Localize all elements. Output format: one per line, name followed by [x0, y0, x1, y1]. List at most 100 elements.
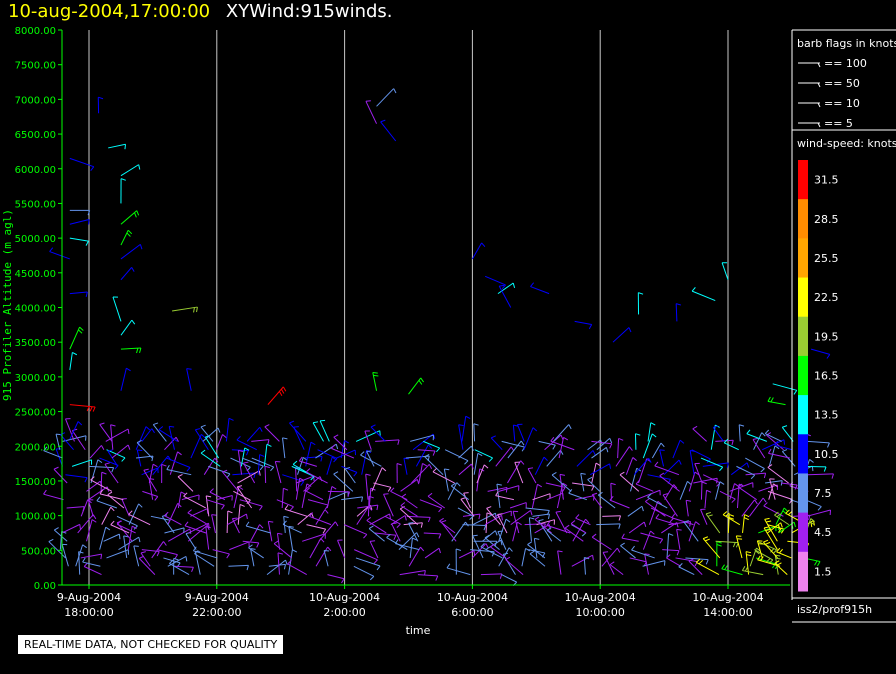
wind-barb-shaft [596, 523, 621, 526]
wind-barb-shaft [206, 499, 225, 506]
wind-barb-shaft [156, 549, 178, 556]
wind-barb [135, 426, 151, 450]
wind-barb [209, 488, 226, 501]
wind-barb-flag [139, 244, 143, 250]
wind-barb-shaft [457, 507, 474, 517]
wind-barb-flag [126, 232, 131, 237]
wind-barb-shaft [138, 558, 156, 575]
wind-barb [722, 511, 741, 526]
wind-barb [121, 498, 130, 517]
wind-barb-flag [591, 485, 595, 491]
wind-barb [735, 535, 743, 559]
wind-barb [691, 287, 716, 302]
wind-barb-flag [298, 456, 303, 462]
wind-barb [164, 436, 179, 451]
wind-barb-shaft [689, 450, 695, 475]
x-tick-labels: 9-Aug-200418:00:009-Aug-200422:00:0010-A… [57, 585, 764, 619]
wind-barb [108, 143, 127, 150]
wind-barb [206, 499, 225, 510]
wind-barb [648, 500, 663, 525]
wind-barb-flag [532, 427, 538, 432]
wind-barb-shaft [326, 456, 333, 475]
wind-barb-shaft [485, 512, 488, 533]
wind-barb-shaft [400, 505, 418, 517]
wind-barb-shaft [141, 467, 158, 476]
wind-barb [587, 476, 601, 492]
wind-barb-shaft [96, 500, 118, 509]
wind-barb-flag [609, 443, 613, 449]
wind-barb-shaft [307, 499, 329, 506]
wind-barb-flag [370, 540, 376, 542]
wind-barb [659, 472, 680, 492]
qc-notice-box: REAL-TIME DATA, NOT CHECKED FOR QUALITY [18, 635, 284, 654]
wind-barb [619, 471, 640, 492]
wind-barb-shaft [473, 423, 476, 442]
wind-barb-shaft [107, 450, 119, 467]
wind-barb [368, 525, 385, 542]
wind-barb [666, 533, 674, 558]
wind-barb-flag [775, 554, 781, 557]
wind-barb-flag [768, 448, 772, 454]
wind-barb-shaft [692, 428, 707, 442]
wind-barb-shaft [181, 494, 200, 501]
wind-barb-flag [794, 484, 798, 490]
wind-barb-shaft [523, 427, 534, 450]
wind-barb [366, 450, 375, 467]
wind-barb-shaft [237, 450, 243, 475]
wind-barb-shaft [399, 569, 426, 576]
wind-barb-shaft [106, 549, 129, 559]
wind-barb [239, 499, 263, 511]
wind-barb-shaft [678, 566, 695, 576]
wind-barb-shaft [650, 507, 674, 519]
wind-barb-shaft [629, 557, 647, 563]
wind-barb [355, 557, 381, 571]
wind-barb-flag [538, 519, 544, 522]
wind-barb [357, 504, 379, 511]
wind-barb [752, 437, 766, 459]
legend-barb-title: barb flags in knots [797, 37, 896, 50]
wind-barb [118, 536, 141, 551]
wind-barb-flag [158, 426, 164, 430]
wind-barb [53, 527, 68, 542]
wind-barb [327, 490, 351, 497]
wind-barb-flag [628, 446, 633, 451]
wind-barb-shaft [69, 291, 88, 295]
wind-barb-shaft [484, 537, 500, 551]
wind-barb [152, 422, 167, 442]
wind-barb [702, 536, 721, 559]
wind-barb-flag [584, 557, 590, 560]
wind-barb [647, 493, 668, 509]
wind-barb [390, 515, 407, 526]
wind-barb [523, 427, 538, 450]
wind-barb [282, 437, 288, 459]
wind-barb [558, 436, 569, 459]
wind-barb [326, 486, 337, 509]
wind-barb [120, 267, 135, 281]
wind-barb-flag [390, 487, 395, 492]
wind-barb-flag [305, 487, 311, 492]
wind-barb-flag [214, 457, 219, 463]
wind-barb-flag [99, 422, 105, 425]
wind-barb-shaft [712, 427, 724, 442]
wind-barb-flag [205, 526, 211, 529]
wind-barb [408, 522, 419, 542]
wind-barb-shaft [443, 468, 449, 492]
wind-barb-flag [678, 563, 683, 568]
wind-barb-shaft [625, 457, 634, 475]
wind-barb-flag [777, 524, 781, 530]
colorbar-swatch [798, 434, 808, 474]
wind-barb-flag [236, 485, 243, 488]
wind-barb-flag [282, 437, 288, 440]
wind-barb-shaft [211, 514, 216, 534]
wind-barb-flag [568, 488, 573, 494]
y-tick-label: 3500.00 [15, 338, 56, 349]
wind-barb [444, 449, 469, 465]
wind-barb [372, 371, 379, 391]
wind-barb-shaft [460, 498, 475, 517]
wind-barb-flag [495, 491, 499, 496]
wind-barb-shaft [281, 488, 284, 509]
wind-barb-shaft [111, 444, 129, 459]
wind-barb-flag [85, 240, 89, 246]
wind-barb-shaft [380, 121, 397, 142]
wind-barb [166, 464, 192, 476]
